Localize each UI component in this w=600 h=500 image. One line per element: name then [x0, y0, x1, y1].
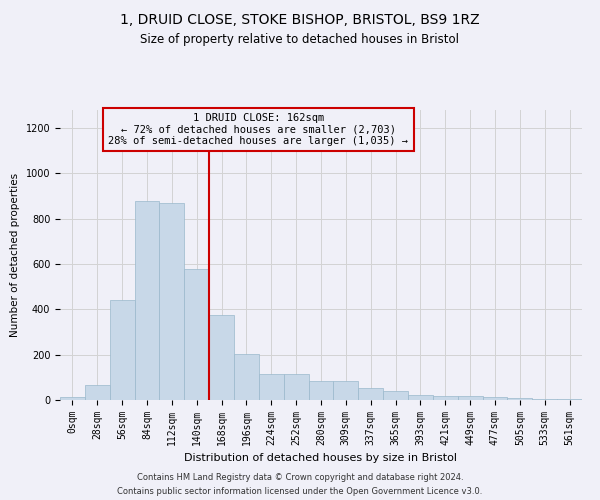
Bar — [110, 300, 134, 400]
Bar — [532, 399, 557, 400]
Text: 1, DRUID CLOSE, STOKE BISHOP, BRISTOL, BS9 1RZ: 1, DRUID CLOSE, STOKE BISHOP, BRISTOL, B… — [120, 12, 480, 26]
Bar — [433, 396, 458, 400]
Y-axis label: Number of detached properties: Number of detached properties — [10, 173, 20, 337]
Bar — [184, 268, 209, 400]
Bar — [134, 200, 160, 400]
Bar — [259, 374, 284, 400]
Bar — [458, 396, 482, 400]
Bar — [160, 203, 184, 400]
Bar — [557, 399, 582, 400]
Bar — [408, 395, 433, 400]
Bar — [334, 380, 358, 400]
Text: 1 DRUID CLOSE: 162sqm
← 72% of detached houses are smaller (2,703)
28% of semi-d: 1 DRUID CLOSE: 162sqm ← 72% of detached … — [109, 113, 409, 146]
Text: Contains HM Land Registry data © Crown copyright and database right 2024.: Contains HM Land Registry data © Crown c… — [137, 472, 463, 482]
Text: Size of property relative to detached houses in Bristol: Size of property relative to detached ho… — [140, 32, 460, 46]
Bar — [209, 315, 234, 400]
Bar — [60, 398, 85, 400]
Bar — [358, 388, 383, 400]
Text: Contains public sector information licensed under the Open Government Licence v3: Contains public sector information licen… — [118, 488, 482, 496]
Bar — [308, 380, 334, 400]
Bar — [508, 398, 532, 400]
Bar — [85, 385, 110, 400]
X-axis label: Distribution of detached houses by size in Bristol: Distribution of detached houses by size … — [185, 454, 458, 464]
Bar — [383, 391, 408, 400]
Bar — [234, 354, 259, 400]
Bar — [482, 398, 508, 400]
Bar — [284, 374, 308, 400]
